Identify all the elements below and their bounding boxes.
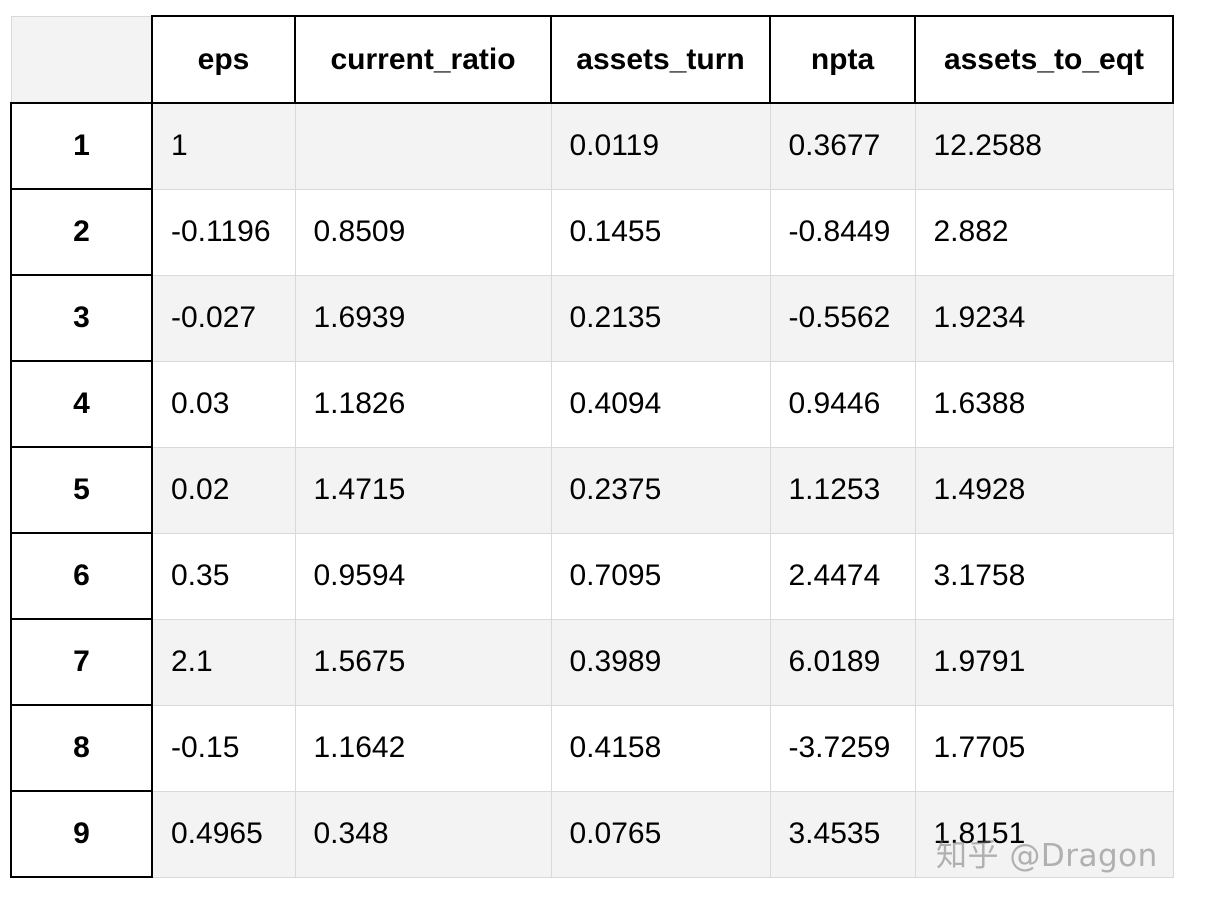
header-row: eps current_ratio assets_turn npta asset…: [10, 15, 1174, 104]
table-row: 5 0.02 1.4715 0.2375 1.1253 1.4928: [10, 446, 1174, 534]
cell-assets-turn: 0.4094: [550, 360, 771, 448]
cell-current-ratio: 1.1642: [294, 704, 552, 792]
cell-current-ratio: 1.5675: [294, 618, 552, 706]
cell-assets-turn: 0.1455: [550, 188, 771, 276]
cell-eps: 0.03: [151, 360, 296, 448]
column-header-eps: eps: [151, 15, 296, 104]
cell-eps: 0.4965: [151, 790, 296, 878]
row-index: 3: [10, 274, 153, 362]
data-table: eps current_ratio assets_turn npta asset…: [10, 15, 1174, 878]
cell-assets-turn: 0.2135: [550, 274, 771, 362]
cell-current-ratio: 1.1826: [294, 360, 552, 448]
cell-eps: 0.35: [151, 532, 296, 620]
cell-npta: 2.4474: [769, 532, 916, 620]
row-index: 5: [10, 446, 153, 534]
cell-npta: -0.8449: [769, 188, 916, 276]
cell-npta: 1.1253: [769, 446, 916, 534]
corner-cell: [10, 15, 153, 104]
cell-npta: -0.5562: [769, 274, 916, 362]
watermark: 知乎 @Dragon: [936, 838, 1158, 874]
cell-eps: 0.02: [151, 446, 296, 534]
cell-npta: -3.7259: [769, 704, 916, 792]
cell-current-ratio: 1.6939: [294, 274, 552, 362]
column-header-current-ratio: current_ratio: [294, 15, 552, 104]
row-index: 2: [10, 188, 153, 276]
cell-npta: 0.3677: [769, 102, 916, 190]
cell-assets-to-eqt: 1.9791: [914, 618, 1174, 706]
cell-npta: 0.9446: [769, 360, 916, 448]
cell-assets-turn: 0.0765: [550, 790, 771, 878]
cell-current-ratio: 0.8509: [294, 188, 552, 276]
cell-current-ratio: 1.4715: [294, 446, 552, 534]
cell-current-ratio: 0.348: [294, 790, 552, 878]
column-header-npta: npta: [769, 15, 916, 104]
cell-assets-turn: 0.3989: [550, 618, 771, 706]
row-index: 7: [10, 618, 153, 706]
row-index: 6: [10, 532, 153, 620]
table-row: 7 2.1 1.5675 0.3989 6.0189 1.9791: [10, 618, 1174, 706]
row-index: 8: [10, 704, 153, 792]
column-header-assets-to-eqt: assets_to_eqt: [914, 15, 1174, 104]
cell-assets-to-eqt: 1.9234: [914, 274, 1174, 362]
cell-assets-to-eqt: 3.1758: [914, 532, 1174, 620]
cell-eps: 2.1: [151, 618, 296, 706]
cell-npta: 3.4535: [769, 790, 916, 878]
table-row: 3 -0.027 1.6939 0.2135 -0.5562 1.9234: [10, 274, 1174, 362]
cell-eps: -0.027: [151, 274, 296, 362]
row-index: 9: [10, 790, 153, 878]
cell-current-ratio: [294, 102, 552, 190]
cell-assets-turn: 0.2375: [550, 446, 771, 534]
cell-assets-to-eqt: 1.8151: [914, 790, 1174, 878]
cell-assets-to-eqt: 1.7705: [914, 704, 1174, 792]
row-index: 1: [10, 102, 153, 190]
table-row: 8 -0.15 1.1642 0.4158 -3.7259 1.7705: [10, 704, 1174, 792]
table-row: 1 1 0.0119 0.3677 12.2588: [10, 102, 1174, 190]
cell-npta: 6.0189: [769, 618, 916, 706]
row-index: 4: [10, 360, 153, 448]
cell-assets-turn: 0.4158: [550, 704, 771, 792]
cell-eps: -0.15: [151, 704, 296, 792]
cell-assets-to-eqt: 1.6388: [914, 360, 1174, 448]
cell-eps: -0.1196: [151, 188, 296, 276]
cell-assets-to-eqt: 12.2588: [914, 102, 1174, 190]
cell-assets-turn: 0.0119: [550, 102, 771, 190]
table-row: 6 0.35 0.9594 0.7095 2.4474 3.1758: [10, 532, 1174, 620]
cell-assets-to-eqt: 2.882: [914, 188, 1174, 276]
cell-assets-turn: 0.7095: [550, 532, 771, 620]
cell-current-ratio: 0.9594: [294, 532, 552, 620]
cell-assets-to-eqt: 1.4928: [914, 446, 1174, 534]
column-header-assets-turn: assets_turn: [550, 15, 771, 104]
cell-eps: 1: [151, 102, 296, 190]
table-row: 9 0.4965 0.348 0.0765 3.4535 1.8151: [10, 790, 1174, 878]
table-row: 2 -0.1196 0.8509 0.1455 -0.8449 2.882: [10, 188, 1174, 276]
table-row: 4 0.03 1.1826 0.4094 0.9446 1.6388: [10, 360, 1174, 448]
